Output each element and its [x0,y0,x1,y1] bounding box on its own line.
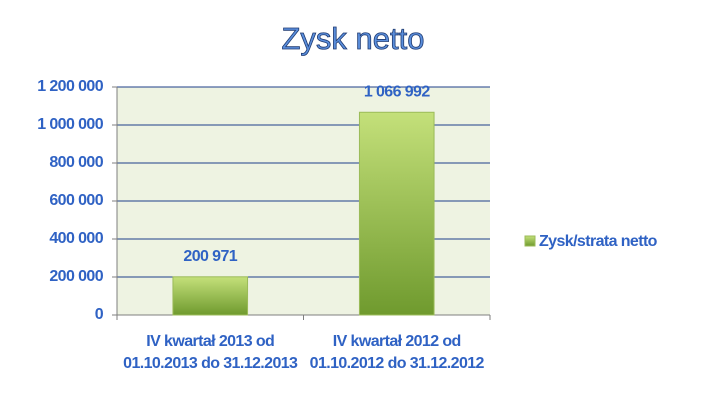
y-tick-label: 1 200 000 [37,78,103,95]
data-label: 200 971 [183,248,237,265]
y-tick-label: 0 [95,306,104,323]
chart-title: Zysk netto [282,21,425,56]
y-tick-label: 200 000 [49,268,103,285]
bar [358,111,435,316]
x-tick-label: IV kwartał 2013 od 01.10.2013 do 31.12.2… [123,333,298,372]
y-tick-label: 1 000 000 [37,116,103,133]
y-tick-label: 400 000 [49,230,103,247]
x-tick-label: IV kwartał 2012 od 01.10.2012 do 31.12.2… [309,333,485,372]
y-tick-label: 800 000 [49,154,103,171]
data-label: 1 066 992 [364,83,430,100]
y-tick-label: 600 000 [49,192,103,209]
legend-label: Zysk/strata netto [539,233,658,250]
legend-swatch [524,235,536,247]
bar [172,276,249,316]
